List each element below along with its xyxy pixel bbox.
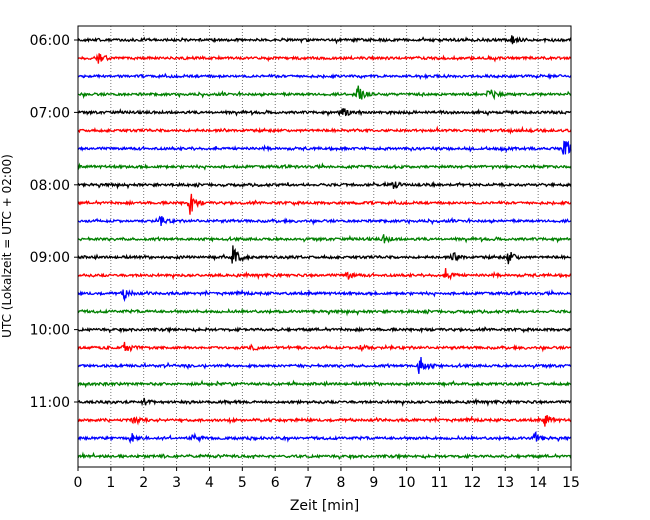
trace-line bbox=[77, 307, 572, 317]
x-tick-label: 12 bbox=[463, 475, 481, 491]
seismogram-traces bbox=[77, 35, 572, 461]
y-tick-label: 06:00 bbox=[30, 33, 70, 49]
trace-line bbox=[77, 162, 572, 171]
y-tick-label: 09:00 bbox=[30, 250, 70, 266]
x-tick-label: 0 bbox=[74, 475, 83, 491]
trace-line bbox=[78, 356, 572, 374]
trace-line bbox=[77, 215, 572, 227]
y-axis-ticks: 06:00 07:00 08:00 09:00 10:00 11:00 bbox=[30, 33, 78, 411]
trace-line bbox=[77, 268, 572, 281]
plot-frame bbox=[77, 25, 572, 468]
trace-line bbox=[77, 85, 572, 101]
trace-line bbox=[77, 125, 572, 135]
x-tick-label: 14 bbox=[529, 475, 547, 491]
x-tick-label: 4 bbox=[205, 475, 214, 491]
trace-line bbox=[77, 53, 572, 64]
trace-line bbox=[77, 245, 572, 265]
trace-line bbox=[77, 234, 572, 244]
trace-line bbox=[77, 140, 572, 155]
x-tick-label: 2 bbox=[139, 475, 148, 491]
trace-line bbox=[77, 451, 572, 461]
y-tick-label: 10:00 bbox=[30, 323, 70, 339]
trace-line bbox=[77, 193, 572, 215]
trace-line bbox=[77, 430, 572, 445]
x-axis-label: Zeit [min] bbox=[290, 498, 359, 514]
x-tick-label: 10 bbox=[398, 475, 416, 491]
y-tick-label: 11:00 bbox=[30, 395, 70, 411]
x-tick-label: 1 bbox=[106, 475, 115, 491]
trace-line bbox=[77, 180, 572, 190]
trace-line bbox=[77, 414, 572, 427]
x-tick-label: 7 bbox=[304, 475, 313, 491]
trace-line bbox=[77, 35, 572, 45]
trace-line bbox=[77, 379, 572, 389]
x-tick-label: 5 bbox=[238, 475, 247, 491]
y-axis-label: UTC (Lokalzeit = UTC + 02:00) bbox=[0, 154, 14, 338]
y-tick-label: 07:00 bbox=[30, 105, 70, 121]
x-tick-label: 6 bbox=[271, 475, 280, 491]
trace-line bbox=[77, 288, 572, 303]
x-tick-label: 11 bbox=[431, 475, 449, 491]
x-tick-label: 9 bbox=[369, 475, 378, 491]
trace-line bbox=[77, 72, 572, 80]
y-tick-label: 08:00 bbox=[30, 178, 70, 194]
x-tick-label: 15 bbox=[562, 475, 580, 491]
trace-line bbox=[77, 397, 572, 407]
trace-line bbox=[77, 325, 572, 334]
x-tick-label: 8 bbox=[336, 475, 345, 491]
trace-line bbox=[77, 108, 572, 117]
x-tick-label: 3 bbox=[172, 475, 181, 491]
x-tick-label: 13 bbox=[496, 475, 514, 491]
trace-line bbox=[77, 341, 572, 353]
x-axis-ticks: 0 1 2 3 4 5 6 7 8 9 10 11 12 13 14 15 bbox=[74, 467, 580, 491]
